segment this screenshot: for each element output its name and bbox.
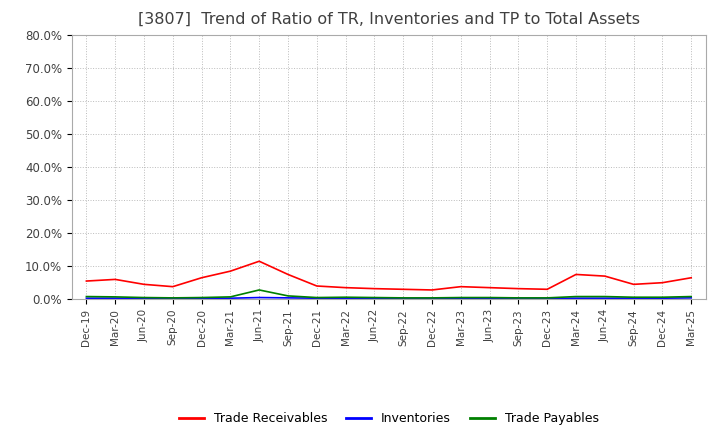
Title: [3807]  Trend of Ratio of TR, Inventories and TP to Total Assets: [3807] Trend of Ratio of TR, Inventories… (138, 12, 640, 27)
Legend: Trade Receivables, Inventories, Trade Payables: Trade Receivables, Inventories, Trade Pa… (174, 407, 604, 430)
